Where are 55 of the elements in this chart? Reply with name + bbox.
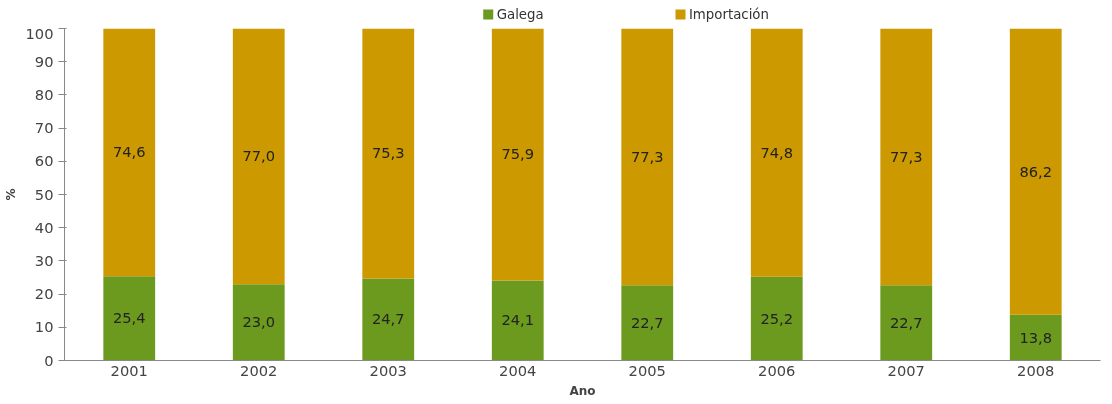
bar xyxy=(1009,28,1062,315)
bar xyxy=(491,280,544,361)
bar xyxy=(750,28,803,277)
data-label: 25,4 xyxy=(112,309,146,327)
bar xyxy=(232,28,285,285)
y-tick-label: 30 xyxy=(34,251,54,269)
y-tick-label: 40 xyxy=(34,218,54,236)
y-tick-label: 10 xyxy=(34,318,54,336)
data-label: 22,7 xyxy=(889,313,923,331)
data-label: 75,9 xyxy=(501,145,535,163)
x-tick-label: 2007 xyxy=(887,361,925,379)
data-label: 22,7 xyxy=(630,313,664,331)
bar xyxy=(880,28,933,286)
bar xyxy=(362,28,415,279)
y-tick-label: 0 xyxy=(44,351,54,369)
y-tick-label: 90 xyxy=(34,52,54,70)
legend-label: Importación xyxy=(688,7,769,22)
data-label: 13,8 xyxy=(1019,328,1053,346)
bar xyxy=(621,28,674,286)
x-tick-label: 2004 xyxy=(499,361,537,379)
bar xyxy=(362,278,415,361)
x-tick-label: 2003 xyxy=(369,361,407,379)
y-tick-label: 100 xyxy=(25,24,54,42)
bar xyxy=(232,284,285,361)
data-label: 86,2 xyxy=(1019,162,1053,180)
x-tick-label: 2008 xyxy=(1017,361,1055,379)
bar xyxy=(750,276,803,361)
y-axis-title: % xyxy=(3,188,18,201)
data-label: 74,8 xyxy=(760,143,794,161)
y-tick-label: 80 xyxy=(34,85,54,103)
data-label: 24,7 xyxy=(371,310,405,328)
bar xyxy=(880,285,933,361)
y-tick-label: 60 xyxy=(34,152,54,170)
x-tick-label: 2006 xyxy=(758,361,796,379)
x-tick-label: 2005 xyxy=(628,361,666,379)
bar xyxy=(621,285,674,361)
data-label: 25,2 xyxy=(760,309,794,327)
bar xyxy=(491,28,544,281)
data-label: 74,6 xyxy=(112,143,146,161)
y-tick-label: 20 xyxy=(34,285,54,303)
x-axis-title: Ano xyxy=(569,383,596,398)
data-label: 24,1 xyxy=(501,311,535,329)
data-label: 77,3 xyxy=(630,147,664,165)
bar xyxy=(103,276,156,361)
data-label: 77,3 xyxy=(889,147,923,165)
bar xyxy=(1009,314,1062,361)
data-label: 23,0 xyxy=(242,313,276,331)
y-tick-label: 50 xyxy=(34,185,54,203)
legend-label: Galega xyxy=(496,7,544,22)
x-tick-label: 2002 xyxy=(240,361,278,379)
y-tick-label: 70 xyxy=(34,119,54,137)
x-tick-label: 2001 xyxy=(110,361,148,379)
bar xyxy=(103,28,156,277)
data-label: 75,3 xyxy=(371,144,405,162)
data-label: 77,0 xyxy=(242,147,276,165)
